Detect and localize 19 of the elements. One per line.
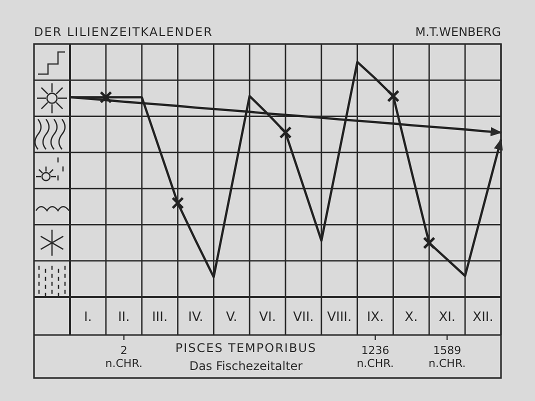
x-tick-label: V. <box>226 310 238 325</box>
x-tick-label: X. <box>404 310 418 325</box>
x-tick-label: I. <box>84 310 92 325</box>
chart-title: DER LILIENZEITKALENDER <box>34 25 213 39</box>
x-tick-label: III. <box>152 310 168 325</box>
x-axis-title: PISCES TEMPORIBUS <box>175 341 317 355</box>
x-tick-label: VII. <box>293 310 314 325</box>
chart-subtitle: M.T.WENBERG <box>415 25 501 39</box>
x-tick-label: VI. <box>259 310 276 325</box>
x-tick-label: IX. <box>366 310 384 325</box>
text: Das Fischezeitalter <box>189 359 303 373</box>
text: 1236 n.CHR. <box>356 344 394 370</box>
x-tick-label: VIII. <box>327 310 352 325</box>
x-tick-label: IV. <box>188 310 204 325</box>
text: 2 n.CHR. <box>105 344 142 370</box>
x-tick-label: II. <box>118 310 130 325</box>
x-tick-label: XI. <box>438 310 456 325</box>
text: 1589 n.CHR. <box>428 344 466 370</box>
x-tick-label: XII. <box>472 310 494 325</box>
